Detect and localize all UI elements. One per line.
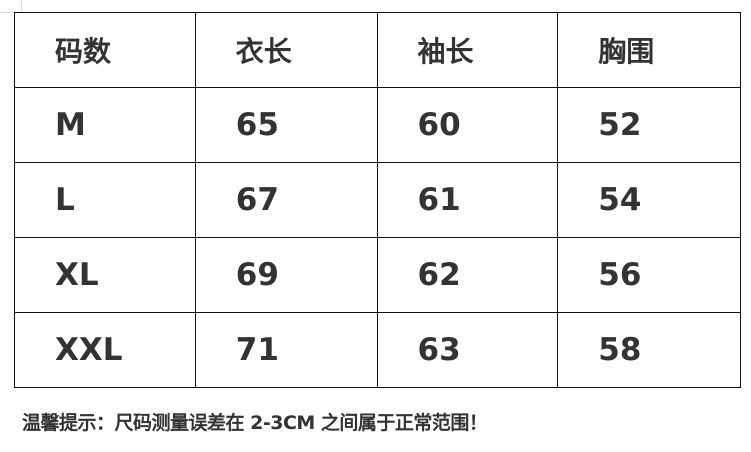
cell-chest: 58 [557, 312, 741, 388]
cell-chest: 52 [557, 87, 741, 163]
cell-size: XL [14, 237, 196, 313]
header-length: 衣长 [194, 12, 378, 88]
table-row: XXL 71 63 58 [14, 312, 741, 388]
cell-length: 69 [194, 237, 378, 313]
page-corner-mark [0, 0, 22, 13]
cell-length: 67 [194, 162, 378, 238]
cell-chest: 56 [557, 237, 741, 313]
table-row: XL 69 62 56 [14, 237, 741, 313]
cell-sleeve: 63 [376, 312, 559, 388]
cell-size: L [14, 162, 196, 238]
table-row: L 67 61 54 [14, 162, 741, 238]
size-chart-table: 码数 衣长 袖长 胸围 M 65 60 52 L 67 61 54 XL 69 … [14, 12, 741, 388]
cell-length: 71 [194, 312, 378, 388]
cell-sleeve: 61 [376, 162, 559, 238]
cell-size: XXL [14, 312, 196, 388]
cell-length: 65 [194, 87, 378, 163]
cell-chest: 54 [557, 162, 741, 238]
header-row: 码数 衣长 袖长 胸围 [14, 12, 741, 88]
cell-sleeve: 60 [376, 87, 559, 163]
cell-sleeve: 62 [376, 237, 559, 313]
header-size: 码数 [14, 12, 196, 88]
measurement-note: 温馨提示：尺码测量误差在 2-3CM 之间属于正常范围！ [22, 412, 488, 434]
cell-size: M [14, 87, 196, 163]
table-row: M 65 60 52 [14, 87, 741, 163]
header-sleeve: 袖长 [376, 12, 559, 88]
header-chest: 胸围 [557, 12, 741, 88]
